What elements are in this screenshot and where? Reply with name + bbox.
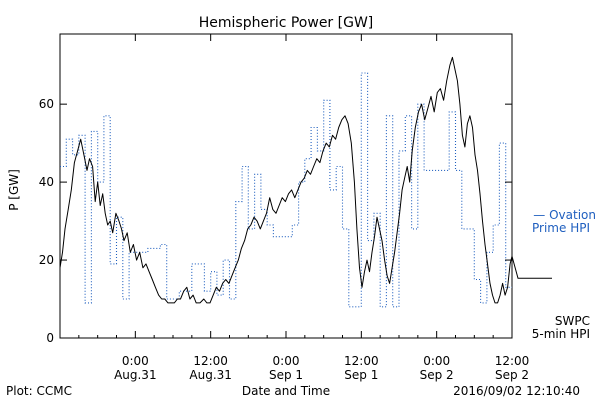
y-tick-label: 60: [39, 97, 54, 111]
y-tick-label: 40: [39, 175, 54, 189]
x-tick-time-label: 0:00: [423, 354, 450, 368]
y-axis-label: P [GW]: [7, 169, 21, 211]
x-tick-date-label: Sep 2: [420, 368, 454, 382]
x-tick-time-label: 0:00: [273, 354, 300, 368]
x-tick-date-label: Sep 1: [344, 368, 378, 382]
legend-swpc-line2: 5-min HPI: [532, 327, 590, 341]
plot-credit: Plot: CCMC: [6, 384, 72, 398]
x-tick-date-label: Aug.31: [114, 368, 157, 382]
x-tick-time-label: 12:00: [193, 354, 228, 368]
y-tick-label: 0: [46, 331, 54, 345]
series-line-ovation-prime-hpi: [60, 72, 512, 308]
x-tick-time-label: 0:00: [122, 354, 149, 368]
x-tick-time-label: 12:00: [495, 354, 530, 368]
series-line-swpc-5min-hpi: [59, 56, 513, 304]
x-tick-date-label: Aug.31: [189, 368, 232, 382]
y-tick-label: 20: [39, 253, 54, 267]
x-tick-time-label: 12:00: [344, 354, 379, 368]
x-tick-date-label: Sep 2: [495, 368, 529, 382]
legend-ovation-line1: — Ovation: [533, 208, 596, 222]
chart-title: Hemispheric Power [GW]: [199, 15, 374, 31]
x-axis-label: Date and Time: [242, 384, 330, 398]
legend-swpc-line1: SWPC: [555, 314, 590, 328]
x-tick-date-label: Sep 1: [269, 368, 303, 382]
plot-area-frame: [59, 33, 513, 339]
plot-timestamp: 2016/09/02 12:10:40: [453, 384, 580, 398]
legend-swpc-leader: [511, 256, 552, 279]
legend-ovation-line2: Prime HPI: [532, 221, 590, 235]
